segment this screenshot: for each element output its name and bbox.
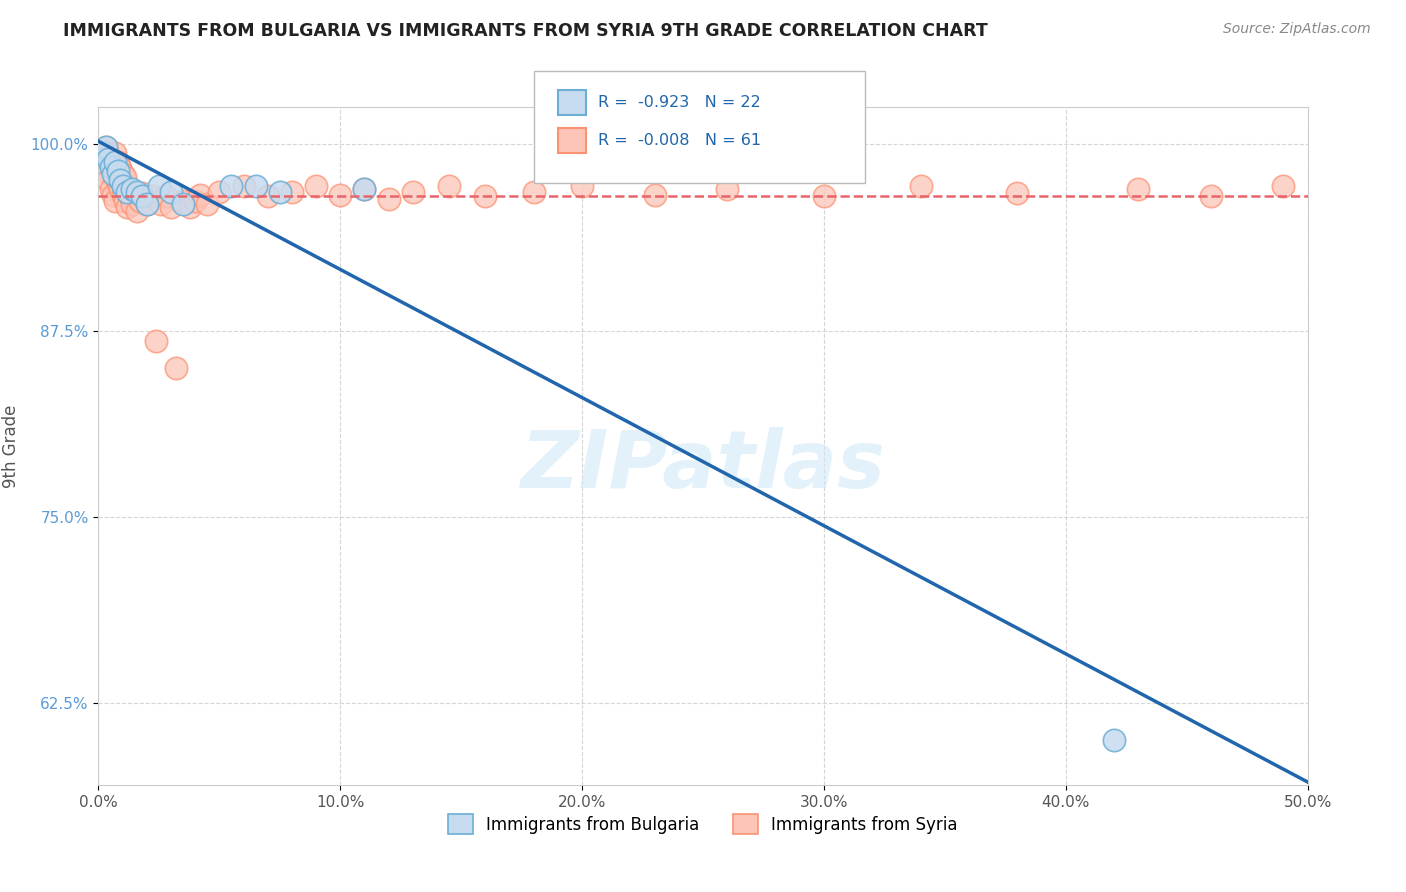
Point: [107, 164, 129, 178]
Point: [160, 185, 183, 199]
Point: [101, 188, 124, 202]
Text: Source: ZipAtlas.com: Source: ZipAtlas.com: [1223, 22, 1371, 37]
Point: [100, 160, 122, 174]
Point: [135, 197, 157, 211]
Point: [117, 185, 139, 199]
Point: [1102, 733, 1125, 747]
Point: [437, 179, 460, 194]
Point: [91, 155, 114, 169]
Point: [377, 193, 399, 207]
Point: [127, 185, 149, 199]
Point: [256, 189, 278, 203]
Point: [94, 164, 117, 178]
Point: [155, 189, 177, 203]
Point: [101, 158, 124, 172]
Point: [353, 182, 375, 196]
Point: [104, 155, 127, 169]
Point: [165, 360, 187, 375]
Point: [108, 161, 131, 175]
Point: [131, 189, 153, 203]
Point: [1199, 189, 1222, 203]
Point: [474, 189, 496, 203]
Point: [111, 179, 134, 194]
Point: [131, 186, 153, 201]
Point: [117, 200, 139, 214]
Point: [97, 146, 120, 161]
Point: [124, 185, 146, 199]
Point: [172, 197, 194, 211]
Point: [910, 179, 932, 194]
Point: [91, 145, 114, 159]
Point: [716, 182, 738, 196]
Point: [148, 179, 170, 194]
Point: [221, 179, 243, 194]
Point: [108, 182, 131, 196]
Point: [100, 182, 122, 196]
Point: [172, 194, 194, 208]
Text: IMMIGRANTS FROM BULGARIA VS IMMIGRANTS FROM SYRIA 9TH GRADE CORRELATION CHART: IMMIGRANTS FROM BULGARIA VS IMMIGRANTS F…: [63, 22, 988, 40]
Point: [121, 182, 143, 196]
Point: [104, 146, 127, 161]
Point: [121, 197, 143, 211]
Legend: Immigrants from Bulgaria, Immigrants from Syria: Immigrants from Bulgaria, Immigrants fro…: [441, 807, 965, 841]
Point: [97, 173, 120, 187]
Point: [571, 179, 593, 194]
Point: [188, 188, 211, 202]
Point: [127, 204, 149, 219]
Point: [107, 176, 129, 190]
Point: [111, 167, 134, 181]
Point: [1128, 182, 1150, 196]
Text: R =  -0.008   N = 61: R = -0.008 N = 61: [598, 133, 761, 147]
Point: [1272, 179, 1295, 194]
Point: [128, 194, 150, 208]
Point: [114, 194, 136, 208]
Point: [644, 188, 666, 202]
Point: [104, 194, 127, 208]
Point: [195, 197, 218, 211]
Point: [108, 173, 131, 187]
Point: [1007, 186, 1029, 201]
Point: [118, 189, 141, 203]
Point: [813, 189, 835, 203]
Point: [90, 149, 112, 163]
Point: [135, 197, 157, 211]
Point: [232, 179, 254, 194]
Point: [150, 197, 173, 211]
Point: [184, 194, 207, 208]
Point: [101, 167, 124, 181]
Point: [245, 179, 267, 194]
Text: R =  -0.923   N = 22: R = -0.923 N = 22: [598, 95, 761, 110]
Point: [141, 189, 163, 203]
Point: [523, 185, 546, 199]
Point: [208, 185, 231, 199]
Point: [94, 140, 117, 154]
Y-axis label: 9th Grade: 9th Grade: [1, 404, 20, 488]
Point: [97, 152, 120, 166]
Point: [281, 185, 304, 199]
Point: [145, 334, 167, 348]
Point: [329, 188, 352, 202]
Point: [100, 152, 122, 166]
Point: [179, 200, 201, 214]
Point: [94, 140, 117, 154]
Point: [305, 179, 328, 194]
Point: [160, 200, 183, 214]
Point: [104, 170, 127, 185]
Point: [269, 185, 291, 199]
Point: [107, 155, 129, 169]
Text: ZIPatlas: ZIPatlas: [520, 427, 886, 506]
Point: [402, 185, 425, 199]
Point: [111, 188, 134, 202]
Point: [114, 170, 136, 185]
Point: [353, 182, 375, 196]
